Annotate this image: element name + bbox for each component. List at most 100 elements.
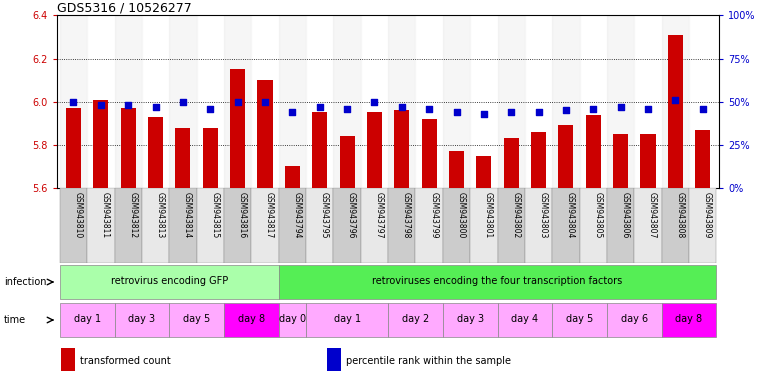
Bar [388,303,443,337]
Text: GSM943797: GSM943797 [374,192,384,238]
Text: day 5: day 5 [183,314,210,324]
Bar [586,115,601,188]
Bar [279,188,306,263]
Bar [333,15,361,188]
Bar [361,15,388,188]
Point [478,111,490,117]
Text: GSM943799: GSM943799 [429,192,438,238]
Point [505,109,517,115]
Text: day 8: day 8 [676,314,702,324]
Text: transformed count: transformed count [80,356,170,366]
Bar [607,303,662,337]
Bar [202,127,218,188]
Text: GSM943795: GSM943795 [320,192,329,238]
Bar [367,113,382,188]
Text: day 2: day 2 [402,314,429,324]
Text: day 0: day 0 [279,314,306,324]
Bar [470,15,498,188]
Point [231,99,244,105]
Text: day 3: day 3 [129,314,155,324]
Bar [498,188,525,263]
Point [204,106,216,112]
Bar [169,15,196,188]
Text: day 4: day 4 [511,314,539,324]
Point [95,102,107,108]
Bar [60,188,88,263]
Bar [388,15,416,188]
Bar [689,15,716,188]
Bar [416,188,443,263]
Bar [251,188,279,263]
Bar [552,303,607,337]
Bar [224,303,279,337]
Bar [88,188,114,263]
Bar [60,15,88,188]
Point [642,106,654,112]
Point [68,99,80,105]
Point [122,102,134,108]
Text: GSM943800: GSM943800 [457,192,466,238]
Point [423,106,435,112]
Bar [230,69,245,188]
Bar [476,156,492,188]
Bar [689,188,716,263]
Bar [394,110,409,188]
Bar [114,303,169,337]
Bar [224,15,251,188]
Text: infection: infection [4,277,46,287]
Bar [327,348,341,371]
Point [451,109,463,115]
Point [587,106,600,112]
Bar [607,188,635,263]
Text: day 6: day 6 [621,314,648,324]
Bar [607,15,635,188]
Text: day 1: day 1 [74,314,100,324]
Bar [613,134,628,188]
Text: GSM943811: GSM943811 [101,192,110,238]
Bar [388,188,416,263]
Bar [88,15,114,188]
Text: GSM943813: GSM943813 [155,192,164,238]
Point [314,104,326,110]
Bar [662,15,689,188]
Bar [498,15,525,188]
Text: GSM943798: GSM943798 [402,192,411,238]
Point [341,106,353,112]
Bar [285,166,300,188]
Bar [196,188,224,263]
Bar [312,113,327,188]
Text: retroviruses encoding the four transcription factors: retroviruses encoding the four transcrip… [372,276,622,286]
Text: GSM943814: GSM943814 [183,192,192,238]
Bar [114,188,142,263]
Text: GSM943801: GSM943801 [484,192,493,238]
Bar [279,303,306,337]
Text: GSM943817: GSM943817 [265,192,274,238]
Text: GSM943806: GSM943806 [621,192,629,238]
Bar [580,188,607,263]
Bar [251,15,279,188]
Bar [279,15,306,188]
Text: GSM943815: GSM943815 [210,192,219,238]
Bar [224,188,251,263]
Text: GSM943810: GSM943810 [74,192,82,238]
Bar [169,188,196,263]
Text: GSM943803: GSM943803 [539,192,548,238]
Point [177,99,189,105]
Bar [257,80,272,188]
Point [560,107,572,113]
Bar [662,303,716,337]
Point [396,104,408,110]
Text: GSM943807: GSM943807 [648,192,657,238]
Bar [169,303,224,337]
Bar [525,188,552,263]
Text: day 5: day 5 [566,314,594,324]
Bar [66,108,81,188]
Text: GDS5316 / 10526277: GDS5316 / 10526277 [57,1,192,14]
Text: time: time [4,315,26,325]
Bar [449,151,464,188]
Point [696,106,708,112]
Bar [531,132,546,188]
Point [259,99,271,105]
Bar [635,15,662,188]
Bar [443,15,470,188]
